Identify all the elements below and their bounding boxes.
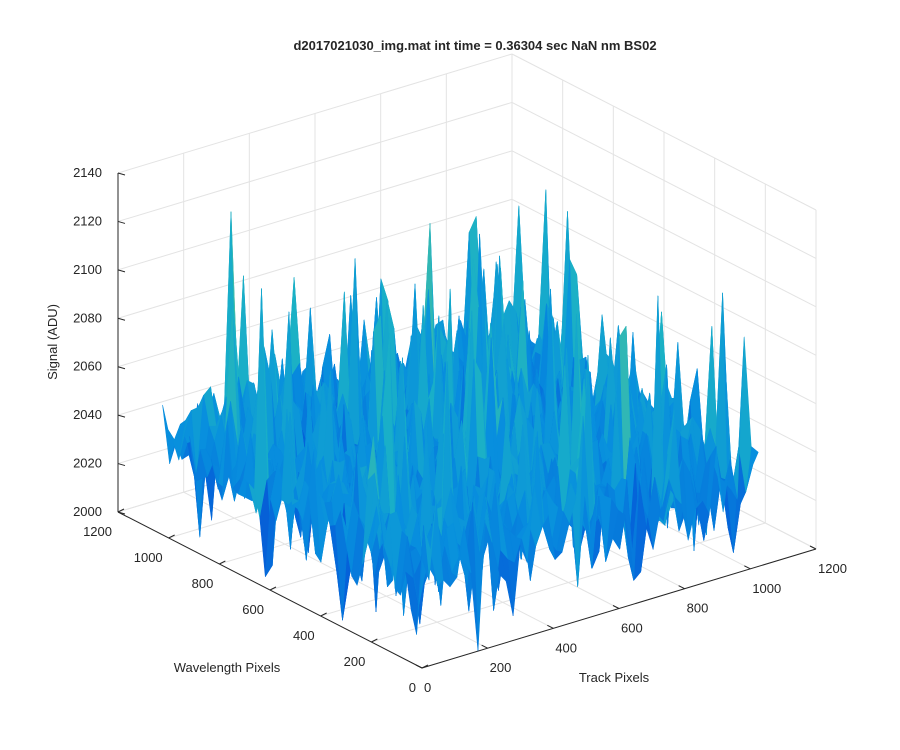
z-tick-label: 2040 (73, 407, 102, 422)
z-tick-label: 2000 (73, 504, 102, 519)
z-tick-mark (117, 414, 126, 418)
surface-plot (162, 189, 759, 652)
z-tick-mark (117, 511, 126, 515)
y-axis-label: Wavelength Pixels (174, 660, 281, 675)
z-tick-mark (117, 269, 126, 273)
x-tick-mark (481, 644, 488, 649)
axes-lines (117, 172, 817, 669)
y-tick-label: 800 (192, 576, 214, 591)
z-tick-mark (117, 463, 126, 467)
y-tick-mark (421, 664, 429, 669)
y-tick-label: 200 (344, 654, 366, 669)
z-tick-mark (117, 220, 126, 224)
tick-labels: 0 200 400 600 800 1000 1200 0 200 400 600 800 1000 12… (73, 165, 847, 695)
y-tick-label: 0 (409, 680, 416, 695)
y-tick-mark (168, 534, 175, 539)
y-tick-label: 1000 (134, 550, 163, 565)
y-tick-mark (219, 560, 226, 565)
z-axis-label: Signal (ADU) (45, 304, 60, 380)
x-tick-label: 1200 (818, 561, 847, 576)
z-tick-label: 2120 (73, 213, 102, 228)
z-tick-label: 2140 (73, 165, 102, 180)
x-tick-label: 600 (621, 621, 643, 636)
z-tick-label: 2020 (73, 456, 102, 471)
surface-patch (416, 525, 430, 635)
x-tick-label: 0 (424, 680, 431, 695)
y-tick-label: 600 (242, 602, 264, 617)
grid-line (371, 522, 766, 643)
y-tick-mark (371, 638, 378, 643)
z-tick-mark (117, 172, 126, 176)
x-tick-mark (547, 624, 554, 629)
z-tick-label: 2100 (73, 262, 102, 277)
y-tick-label: 400 (293, 628, 315, 643)
z-tick-label: 2060 (73, 359, 102, 374)
y-tick-mark (320, 612, 327, 617)
x-tick-mark (678, 585, 685, 590)
y-tick-label: 1200 (83, 524, 112, 539)
x-tick-mark (744, 565, 751, 570)
x-tick-label: 400 (555, 640, 577, 655)
z-tick-mark (117, 366, 126, 370)
y-tick-mark (269, 586, 277, 591)
x-tick-mark (415, 664, 423, 669)
x-tick-mark (809, 545, 817, 550)
x-tick-label: 800 (687, 601, 709, 616)
x-tick-label: 1000 (752, 581, 781, 596)
x-axis-label: Track Pixels (579, 670, 650, 685)
x-tick-label: 200 (490, 660, 512, 675)
z-tick-mark (117, 317, 126, 321)
x-tick-mark (612, 605, 620, 609)
z-tick-label: 2080 (73, 310, 102, 325)
y-tick-mark (117, 508, 125, 513)
chart-title: d2017021030_img.mat int time = 0.36304 s… (293, 38, 656, 53)
